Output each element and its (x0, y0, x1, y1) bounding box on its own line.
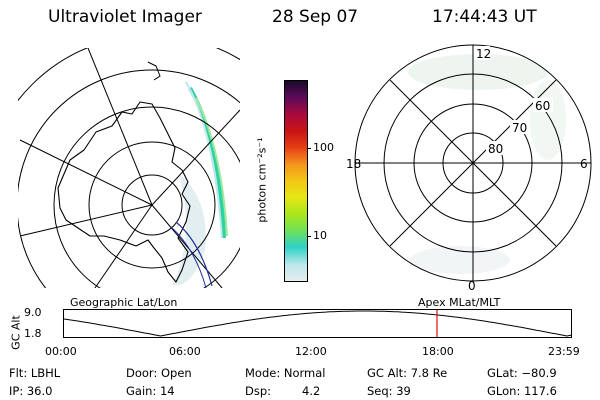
status-glon: GLon: 117.6 (487, 384, 557, 398)
mlt-label-midnight: 0 (468, 279, 476, 293)
mlat-label-70: 70 (512, 121, 527, 135)
mlt-label-dusk: 18 (346, 157, 361, 171)
time-tick-1200: 12:00 (295, 345, 327, 358)
status-gc-alt: GC Alt: 7.8 Re (367, 366, 448, 380)
status-mode: Mode: Normal (245, 366, 326, 380)
date-label: 28 Sep 07 (272, 7, 359, 27)
status-ip: IP: 36.0 (9, 384, 53, 398)
altitude-plot (63, 309, 573, 338)
mlt-label-noon: 12 (476, 47, 491, 61)
status-door: Door: Open (126, 366, 192, 380)
time-tick-2359: 23:59 (548, 345, 580, 358)
colorbar (284, 80, 308, 282)
time-tick-0600: 06:00 (169, 345, 201, 358)
time-label: 17:44:43 UT (432, 7, 537, 27)
status-glat: GLat: −80.9 (487, 366, 557, 380)
colorbar-tick-mark (307, 148, 311, 149)
altitude-axis-label: GC Alt (9, 315, 23, 350)
colorbar-ticks: 100 10 (307, 80, 347, 282)
status-seq: Seq: 39 (367, 384, 411, 398)
colorbar-tick-mark (307, 236, 311, 237)
colorbar-tick-10: 10 (313, 229, 327, 242)
time-tick-0000: 00:00 (45, 345, 77, 358)
status-dsp-label: Dsp: (245, 384, 272, 398)
apex-panel-label: Apex MLat/MLT (418, 296, 501, 309)
geographic-panel-label: Geographic Lat/Lon (70, 296, 178, 309)
time-tick-1800: 18:00 (422, 345, 454, 358)
colorbar-unit-label: photon cm⁻²s⁻¹ (255, 137, 269, 223)
status-dsp-value: 4.2 (302, 384, 321, 398)
altitude-curve (63, 310, 573, 337)
colorbar-tick-100: 100 (313, 141, 334, 154)
colorbar-gradient (285, 81, 307, 281)
instrument-title: Ultraviolet Imager (48, 7, 202, 27)
altitude-ymax-label: 9.0 (24, 306, 42, 319)
altitude-ymin-label: 1.8 (24, 327, 42, 340)
mlt-polar-plot: 12 0 18 6 60 70 80 (346, 44, 592, 293)
mlat-label-80: 80 (488, 142, 503, 156)
mlat-label-60: 60 (535, 99, 550, 113)
status-filter: Flt: LBHL (9, 366, 61, 380)
status-gain: Gain: 14 (126, 384, 175, 398)
mlt-label-dawn: 6 (580, 157, 588, 171)
geographic-image (18, 48, 240, 288)
